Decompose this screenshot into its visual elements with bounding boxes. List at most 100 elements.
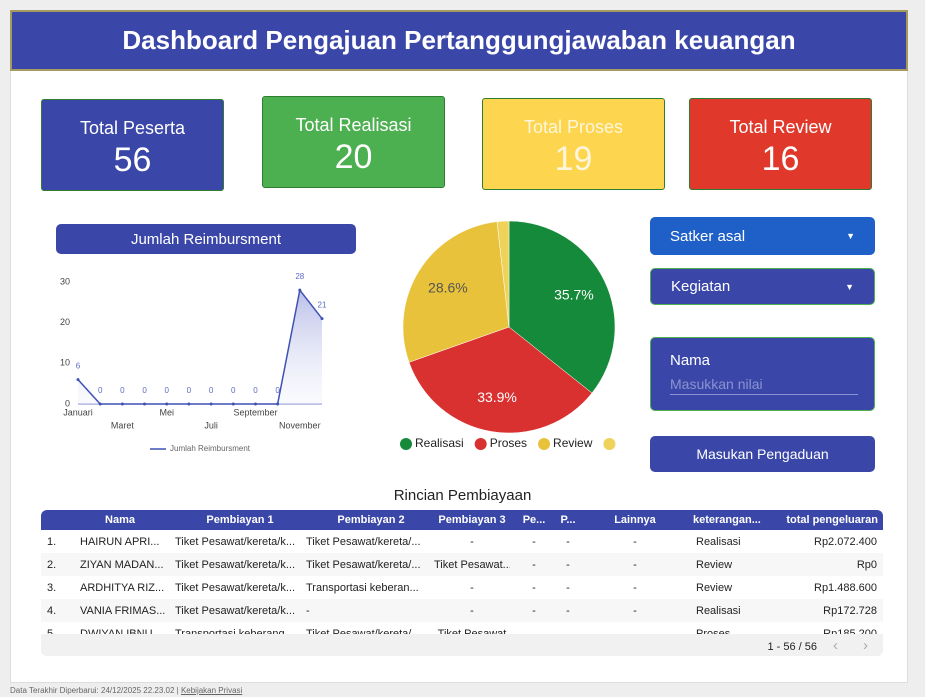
- point: [253, 402, 257, 406]
- card-value: 56: [113, 141, 152, 179]
- privacy-link[interactable]: Kebijakan Privasi: [180, 686, 243, 695]
- data-label: 0: [231, 386, 236, 395]
- table-cell: Rp172.728: [823, 605, 877, 617]
- table-cell: Review: [696, 559, 733, 571]
- nama-label: Nama: [670, 352, 711, 369]
- pie-slice: [402, 221, 510, 363]
- legend-label: Realisasi: [415, 436, 464, 450]
- column-header: Pe...: [522, 514, 546, 526]
- card-label: Total Review: [729, 117, 832, 137]
- kpi-card: Total Peserta 56: [41, 99, 224, 191]
- card-label: Total Realisasi: [295, 115, 412, 135]
- table-cell: -: [532, 605, 536, 617]
- point: [231, 402, 235, 406]
- data-label: 0: [275, 386, 280, 395]
- area: [78, 290, 322, 404]
- table-cell: -: [470, 582, 474, 594]
- placeholder: Masukkan nilai: [670, 376, 763, 392]
- point: [187, 402, 191, 406]
- table-cell: Tiket Pesawat/kereta/k...: [175, 559, 296, 571]
- satker-label: Satker asal: [670, 227, 746, 245]
- x-tick-label: November: [279, 420, 321, 430]
- header: Dashboard Pengajuan Pertanggungjawaban k…: [10, 10, 908, 71]
- pie-slice: [408, 326, 593, 434]
- table-cell: 4.: [47, 605, 57, 617]
- legend-dot: [538, 438, 551, 450]
- dropdown-arrow: ▼: [845, 281, 854, 292]
- table-row: [41, 553, 883, 576]
- dropdown-arrow: ▼: [846, 231, 855, 241]
- column-header: P...: [560, 514, 576, 526]
- header-title: Dashboard Pengajuan Pertanggungjawaban k…: [122, 25, 796, 55]
- data-label: 0: [187, 386, 192, 395]
- nama-input-box: Nama Masukkan nilai: [650, 337, 875, 411]
- data-label: 0: [209, 386, 214, 395]
- submit-button[interactable]: Masukan Pengaduan: [650, 436, 875, 472]
- point: [209, 402, 213, 406]
- table-cell: -: [532, 536, 536, 548]
- table-cell: -: [306, 605, 310, 617]
- point: [165, 402, 169, 406]
- table-cell: 1.: [47, 536, 57, 548]
- point: [143, 402, 147, 406]
- next-page[interactable]: ›: [863, 637, 868, 654]
- card-value: 19: [554, 140, 593, 178]
- point: [98, 402, 102, 406]
- table-cell: Realisasi: [696, 605, 741, 617]
- legend-dot: [400, 438, 412, 450]
- pagination: 1 - 56 / 56: [767, 641, 817, 653]
- x-tick-label: Juli: [204, 420, 218, 430]
- legend-dot: [474, 438, 487, 450]
- table-cell: Realisasi: [696, 536, 741, 548]
- card-value: 20: [334, 138, 373, 176]
- table-cell: Tiket Pesawat/kereta/...: [306, 536, 421, 548]
- legend-dot: [603, 438, 616, 450]
- table-cell: Rp2.072.400: [814, 536, 877, 548]
- data-label: 0: [142, 386, 147, 395]
- table-cell: Tiket Pesawat/kereta/k...: [175, 536, 296, 548]
- y-tick-label: 10: [60, 358, 70, 368]
- table-cell: Tiket Pesawat...: [434, 559, 510, 571]
- pie-slice: [496, 220, 510, 328]
- kpi-card: Total Realisasi 20: [262, 96, 445, 188]
- chart-title-button[interactable]: Jumlah Reimbursment: [56, 224, 356, 254]
- point: [320, 317, 324, 321]
- charts: 0 10 20 30 Januari Maret Mei Juli SeptemberNovem…: [60, 220, 616, 453]
- table-title: Rincian Pembiayaan: [393, 487, 532, 504]
- table-cell: -: [566, 605, 570, 617]
- pie-label: 28.6%: [428, 279, 468, 295]
- table-row: [41, 530, 883, 553]
- prev-page[interactable]: ‹: [833, 637, 838, 654]
- table-cell: -: [633, 582, 637, 594]
- table-cell: -: [470, 536, 474, 548]
- table-cell: HAIRUN APRI...: [80, 536, 160, 548]
- kegiatan-dropdown[interactable]: Kegiatan ▼: [650, 268, 875, 305]
- y-tick-label: 30: [60, 276, 70, 286]
- kpi-card: Total Proses 19: [482, 98, 665, 190]
- footer: Data Terakhir Diperbarui: 24/12/2025 22.…: [10, 686, 243, 695]
- table-cell: Rp1.488.600: [814, 582, 877, 594]
- kpi-card: Total Review 16: [689, 98, 872, 190]
- table-cell: -: [532, 559, 536, 571]
- table-cell: -: [566, 536, 570, 548]
- legend-label: Jumlah Reimbursment: [170, 444, 251, 453]
- table-cell: Tiket Pesawat/kereta/k...: [175, 605, 296, 617]
- x-tick-label: September: [233, 407, 277, 417]
- satker-dropdown[interactable]: Satker asal ▼: [650, 217, 875, 255]
- table-cell: 2.: [47, 559, 57, 571]
- y-tick-label: 0: [65, 398, 70, 408]
- data-label: 0: [165, 386, 170, 395]
- data-label: 21: [318, 301, 327, 310]
- button-label: Masukan Pengaduan: [696, 446, 829, 462]
- column-header: keterangan...: [693, 514, 761, 526]
- pie-slice: [508, 220, 616, 394]
- card-label: Total Proses: [523, 117, 624, 137]
- nama-input[interactable]: Masukkan nilai: [670, 376, 858, 395]
- column-header: Nama: [105, 514, 135, 526]
- table-cell: -: [566, 582, 570, 594]
- column-header: Pembiayan 2: [337, 514, 405, 526]
- x-tick-label: Maret: [111, 420, 135, 430]
- legend-label: Proses: [490, 436, 527, 450]
- table-cell: 3.: [47, 582, 57, 594]
- data-label: 0: [253, 386, 258, 395]
